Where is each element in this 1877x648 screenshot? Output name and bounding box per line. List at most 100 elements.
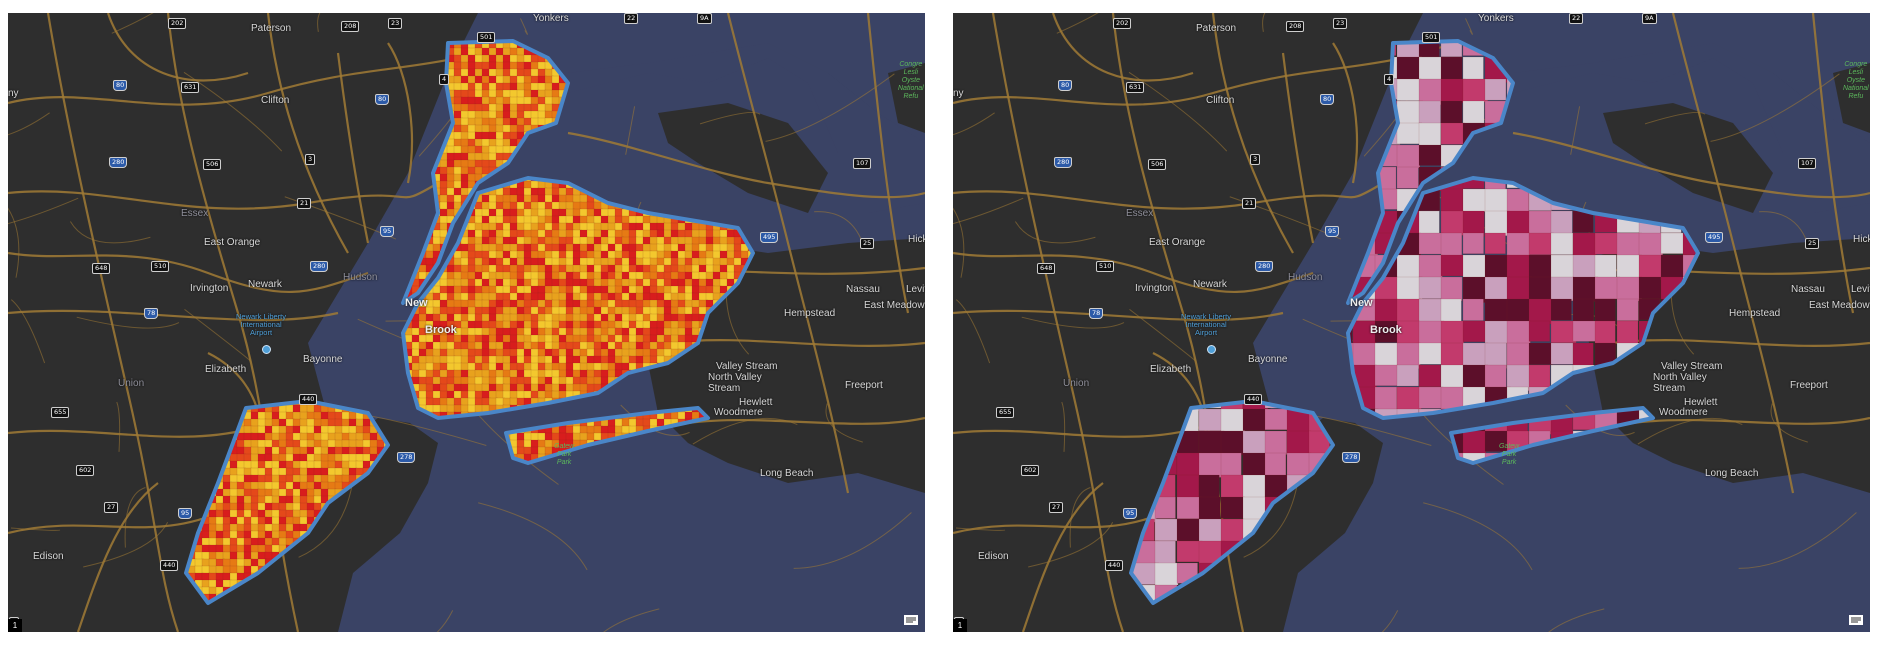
map-panel-left[interactable]: Paterson Clifton Essex East Orange Newark Irv… <box>8 13 925 632</box>
place-label-bayonne: Bayonne <box>1248 354 1287 365</box>
route-shield: 280 <box>310 261 329 272</box>
route-shield: 280 <box>109 157 128 168</box>
local-road <box>1770 403 1808 443</box>
map-canvas-left[interactable] <box>8 13 925 632</box>
local-road <box>825 403 863 443</box>
local-road <box>183 71 283 152</box>
basemap-gallery-icon[interactable] <box>903 613 919 627</box>
place-label-hudson: Hudson <box>343 272 377 283</box>
highway <box>953 309 1284 322</box>
highway <box>8 309 339 322</box>
local-road <box>1128 71 1228 152</box>
land-area <box>1833 63 1870 133</box>
local-road <box>298 485 353 558</box>
route-shield: 3 <box>1250 154 1261 165</box>
park-label-refuge: Congre Lesli Oyste National Refu <box>898 61 924 101</box>
place-label-nassau: Nassau <box>1791 284 1825 295</box>
highway <box>1211 13 1294 254</box>
route-shield: 95 <box>178 508 193 519</box>
route-shield: 631 <box>1126 82 1145 93</box>
place-label-yonkers: Yonkers <box>533 13 569 24</box>
place-label-brooklyn: Brook <box>425 324 457 336</box>
park-label-gateway: Gatew Park Park <box>1499 443 1519 467</box>
local-road <box>1056 13 1099 34</box>
route-shield: 80 <box>375 94 390 105</box>
zoom-badge[interactable]: 1 <box>953 619 967 632</box>
route-shield: 22 <box>624 13 639 24</box>
route-shield: 4 <box>1384 74 1395 85</box>
route-shield: 107 <box>853 158 872 169</box>
local-road <box>8 197 79 225</box>
place-label-east-orange: East Orange <box>1149 237 1205 248</box>
place-label-elizabeth: Elizabeth <box>1150 364 1191 375</box>
place-label-woodmere: Woodmere <box>714 407 763 418</box>
route-shield: 602 <box>76 465 95 476</box>
local-road <box>111 13 154 34</box>
route-shield: 602 <box>1021 465 1040 476</box>
place-label-newark: Newark <box>248 279 282 290</box>
place-label-hewlett: Hewlett <box>739 397 772 408</box>
place-label-hicksville: Hick <box>908 234 925 245</box>
highway <box>687 416 925 425</box>
route-shield: 95 <box>380 226 395 237</box>
airport-label: Newark Liberty International Airport <box>236 313 286 337</box>
highway <box>1512 131 1870 199</box>
place-label-ny-label: ny <box>953 88 964 99</box>
local-road <box>955 527 1006 531</box>
airport-label: Newark Liberty International Airport <box>1181 313 1231 337</box>
local-road <box>1465 18 1473 35</box>
place-label-elizabeth: Elizabeth <box>205 364 246 375</box>
route-shield: 4 <box>439 74 450 85</box>
route-shield: 25 <box>1805 238 1820 249</box>
route-shield: 510 <box>151 261 170 272</box>
local-road <box>8 112 50 136</box>
local-road <box>793 512 912 569</box>
route-shield: 655 <box>51 407 70 418</box>
route-shield: 506 <box>203 159 222 170</box>
local-road <box>1014 221 1096 244</box>
route-shield: 25 <box>860 238 875 249</box>
local-road <box>10 527 61 531</box>
local-road <box>1710 73 1840 142</box>
route-shield: 107 <box>1798 158 1817 169</box>
local-road <box>76 316 180 329</box>
place-label-freeport: Freeport <box>845 380 883 391</box>
place-label-north-valley-stream: North Valley Stream <box>708 372 762 394</box>
place-label-valley-stream: Valley Stream <box>716 361 778 372</box>
boundary-rockaway <box>1449 406 1655 465</box>
place-label-newark: Newark <box>1193 279 1227 290</box>
local-road <box>620 404 690 436</box>
zoom-badge[interactable]: 1 <box>8 619 22 632</box>
local-road <box>1381 610 1399 632</box>
place-label-north-valley-stream: North Valley Stream <box>1653 372 1707 394</box>
highway <box>1051 13 1194 82</box>
local-road <box>116 401 121 452</box>
map-canvas-right[interactable] <box>953 13 1870 632</box>
route-shield: 208 <box>341 21 360 32</box>
local-road <box>10 299 46 364</box>
basemap-gallery-icon[interactable] <box>1848 613 1864 627</box>
local-road <box>364 414 487 446</box>
airport-icon <box>1207 345 1216 354</box>
local-road <box>1423 502 1533 571</box>
place-label-nassau: Nassau <box>846 284 880 295</box>
route-shield: 440 <box>1244 394 1263 405</box>
highway <box>387 42 413 184</box>
local-road <box>1021 316 1125 329</box>
map-panel-right[interactable]: Paterson Clifton Essex East Orange Newark Irv… <box>953 13 1870 632</box>
place-label-paterson: Paterson <box>251 23 291 34</box>
route-shield: 202 <box>1113 18 1132 29</box>
local-road <box>1565 404 1635 436</box>
local-road <box>1637 417 1743 445</box>
land-area <box>888 63 925 133</box>
place-label-bayonne: Bayonne <box>303 354 342 365</box>
route-shield: 80 <box>1320 94 1335 105</box>
place-label-brooklyn: Brook <box>1370 324 1402 336</box>
local-road <box>8 207 20 278</box>
route-shield: 278 <box>397 452 416 463</box>
place-label-hewlett: Hewlett <box>1684 397 1717 408</box>
place-label-edison: Edison <box>978 551 1009 562</box>
local-road <box>953 197 1024 225</box>
local-road <box>1759 211 1807 239</box>
highway <box>953 41 1454 106</box>
